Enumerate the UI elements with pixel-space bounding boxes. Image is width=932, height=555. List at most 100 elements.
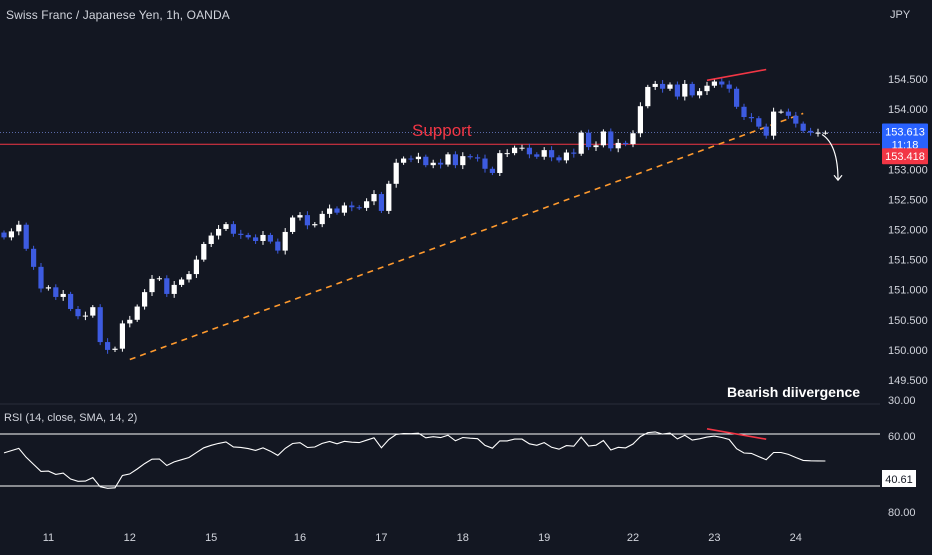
candle[interactable] xyxy=(45,285,51,291)
candle[interactable] xyxy=(267,232,273,244)
candle[interactable] xyxy=(193,255,199,278)
candle[interactable] xyxy=(785,108,791,119)
candle[interactable] xyxy=(652,80,658,90)
candle[interactable] xyxy=(82,311,88,321)
candle[interactable] xyxy=(216,225,222,240)
candle[interactable] xyxy=(623,140,629,147)
candle[interactable] xyxy=(430,159,436,169)
candle[interactable] xyxy=(763,123,769,139)
candle[interactable] xyxy=(364,198,370,211)
candle[interactable] xyxy=(386,180,392,214)
candle[interactable] xyxy=(253,234,259,244)
candle[interactable] xyxy=(645,84,651,109)
candle[interactable] xyxy=(526,143,532,159)
candle[interactable] xyxy=(97,304,103,346)
candle[interactable] xyxy=(415,152,421,164)
candle[interactable] xyxy=(149,274,155,297)
candle[interactable] xyxy=(179,277,185,288)
candle[interactable] xyxy=(704,81,710,96)
candle[interactable] xyxy=(142,289,148,310)
candle[interactable] xyxy=(571,148,577,158)
candle[interactable] xyxy=(593,141,599,152)
candle[interactable] xyxy=(105,338,111,354)
candle[interactable] xyxy=(312,222,318,228)
candle[interactable] xyxy=(238,229,244,239)
candle[interactable] xyxy=(660,80,666,93)
candle[interactable] xyxy=(608,128,614,152)
candle[interactable] xyxy=(475,154,481,162)
candle[interactable] xyxy=(460,152,466,170)
candle[interactable] xyxy=(423,154,429,168)
candle[interactable] xyxy=(297,212,303,221)
candle[interactable] xyxy=(119,320,125,352)
candle[interactable] xyxy=(393,158,399,188)
candle[interactable] xyxy=(127,315,133,328)
candle[interactable] xyxy=(245,232,251,240)
candle[interactable] xyxy=(793,111,799,128)
candle[interactable] xyxy=(371,190,377,206)
candle[interactable] xyxy=(90,305,96,318)
candle[interactable] xyxy=(512,145,518,156)
candle[interactable] xyxy=(290,215,296,235)
candle[interactable] xyxy=(68,291,74,312)
candle[interactable] xyxy=(208,232,214,247)
candle[interactable] xyxy=(408,155,414,163)
candle[interactable] xyxy=(748,113,754,123)
candle[interactable] xyxy=(319,210,325,228)
candle[interactable] xyxy=(356,205,362,210)
candle[interactable] xyxy=(697,88,703,99)
candle[interactable] xyxy=(467,154,473,160)
candle[interactable] xyxy=(726,80,732,93)
candle[interactable] xyxy=(534,152,540,159)
candle[interactable] xyxy=(741,103,747,121)
candle[interactable] xyxy=(349,201,355,212)
candle[interactable] xyxy=(734,86,740,109)
candle[interactable] xyxy=(341,202,347,216)
candle[interactable] xyxy=(808,127,814,136)
candle[interactable] xyxy=(1,230,7,240)
candle[interactable] xyxy=(186,271,192,283)
candle[interactable] xyxy=(327,204,333,218)
candle[interactable] xyxy=(822,130,828,135)
candle[interactable] xyxy=(401,156,407,165)
candle[interactable] xyxy=(134,304,140,322)
candle[interactable] xyxy=(8,228,14,241)
candle[interactable] xyxy=(674,81,680,100)
candle[interactable] xyxy=(667,82,673,91)
candle[interactable] xyxy=(156,276,162,281)
candle[interactable] xyxy=(53,284,59,300)
candle[interactable] xyxy=(637,102,643,138)
candle[interactable] xyxy=(615,138,621,153)
candle[interactable] xyxy=(541,147,547,160)
candle[interactable] xyxy=(719,78,725,88)
candle[interactable] xyxy=(586,129,592,151)
candle[interactable] xyxy=(519,144,525,151)
candle[interactable] xyxy=(452,151,458,169)
candle[interactable] xyxy=(563,149,569,164)
candle[interactable] xyxy=(16,220,22,236)
candle[interactable] xyxy=(689,81,695,98)
candle[interactable] xyxy=(756,116,762,129)
candle[interactable] xyxy=(556,155,562,163)
candle[interactable] xyxy=(682,80,688,101)
candle[interactable] xyxy=(438,158,444,169)
candle[interactable] xyxy=(445,152,451,167)
candle[interactable] xyxy=(260,231,266,245)
candle[interactable] xyxy=(378,191,384,213)
candle[interactable] xyxy=(778,109,784,114)
candle[interactable] xyxy=(711,79,717,88)
candle[interactable] xyxy=(75,305,81,320)
candle[interactable] xyxy=(489,166,495,176)
candle[interactable] xyxy=(201,241,207,262)
candle[interactable] xyxy=(23,222,29,251)
candle[interactable] xyxy=(771,107,777,140)
candle[interactable] xyxy=(600,129,606,148)
candle[interactable] xyxy=(38,262,44,293)
candle[interactable] xyxy=(304,211,310,230)
candle[interactable] xyxy=(164,275,170,297)
candle[interactable] xyxy=(578,130,584,156)
candle[interactable] xyxy=(282,228,288,255)
candle[interactable] xyxy=(497,150,503,176)
